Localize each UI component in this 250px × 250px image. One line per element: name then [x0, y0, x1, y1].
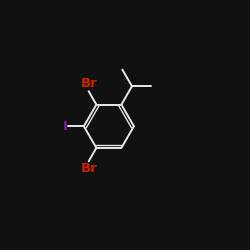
Text: Br: Br [80, 162, 97, 175]
Text: Br: Br [80, 77, 97, 90]
Text: I: I [62, 120, 68, 133]
